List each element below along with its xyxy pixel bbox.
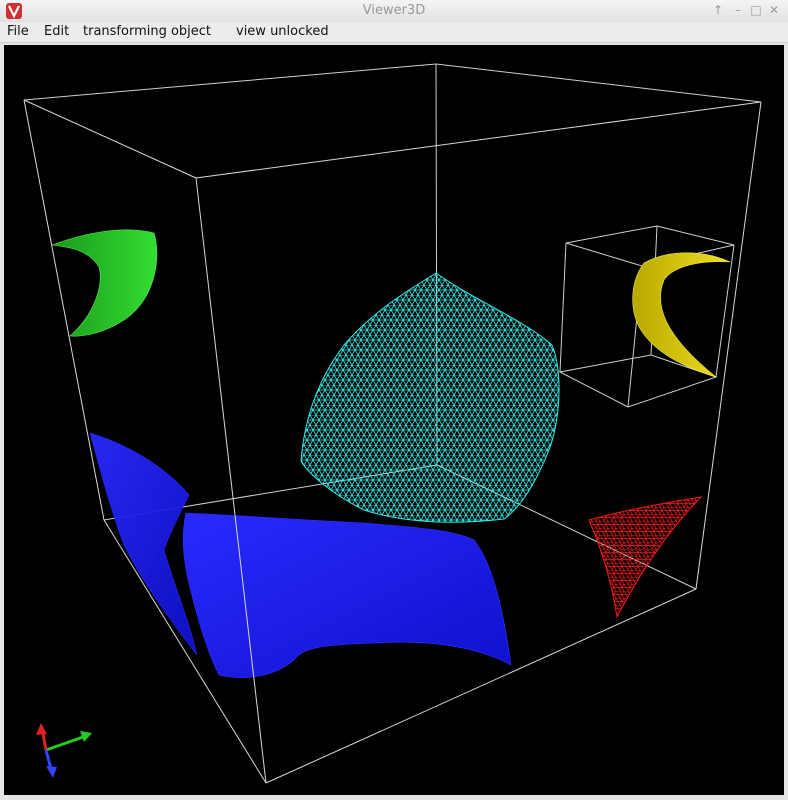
menu-file[interactable]: File	[7, 24, 29, 39]
menu-bar: File Edit transforming object view unloc…	[0, 22, 788, 43]
yellow-surface[interactable]	[632, 252, 731, 378]
title-bar[interactable]: Viewer3D ↑ – □ ✕	[0, 0, 788, 23]
close-button[interactable]: ✕	[768, 3, 780, 17]
blue-surface-main[interactable]	[182, 512, 512, 678]
bounding-box-front	[23, 99, 762, 784]
menu-transforming-object[interactable]: transforming object	[83, 24, 212, 39]
blue-surface-left[interactable]	[89, 432, 198, 656]
3d-viewport[interactable]	[4, 45, 784, 795]
app-logo-icon	[6, 3, 22, 19]
window-title: Viewer3D	[362, 3, 426, 18]
scene-canvas[interactable]	[4, 45, 784, 795]
red-mesh[interactable]	[588, 496, 703, 619]
menu-edit[interactable]: Edit	[44, 24, 70, 39]
orientation-axes-icon	[36, 723, 92, 778]
pin-icon[interactable]: ↑	[712, 3, 724, 17]
minimize-button[interactable]: –	[735, 3, 741, 17]
green-surface[interactable]	[51, 229, 158, 337]
menu-view-unlocked[interactable]: view unlocked	[236, 24, 329, 39]
maximize-button[interactable]: □	[750, 3, 762, 17]
cyan-mesh[interactable]	[300, 272, 560, 523]
